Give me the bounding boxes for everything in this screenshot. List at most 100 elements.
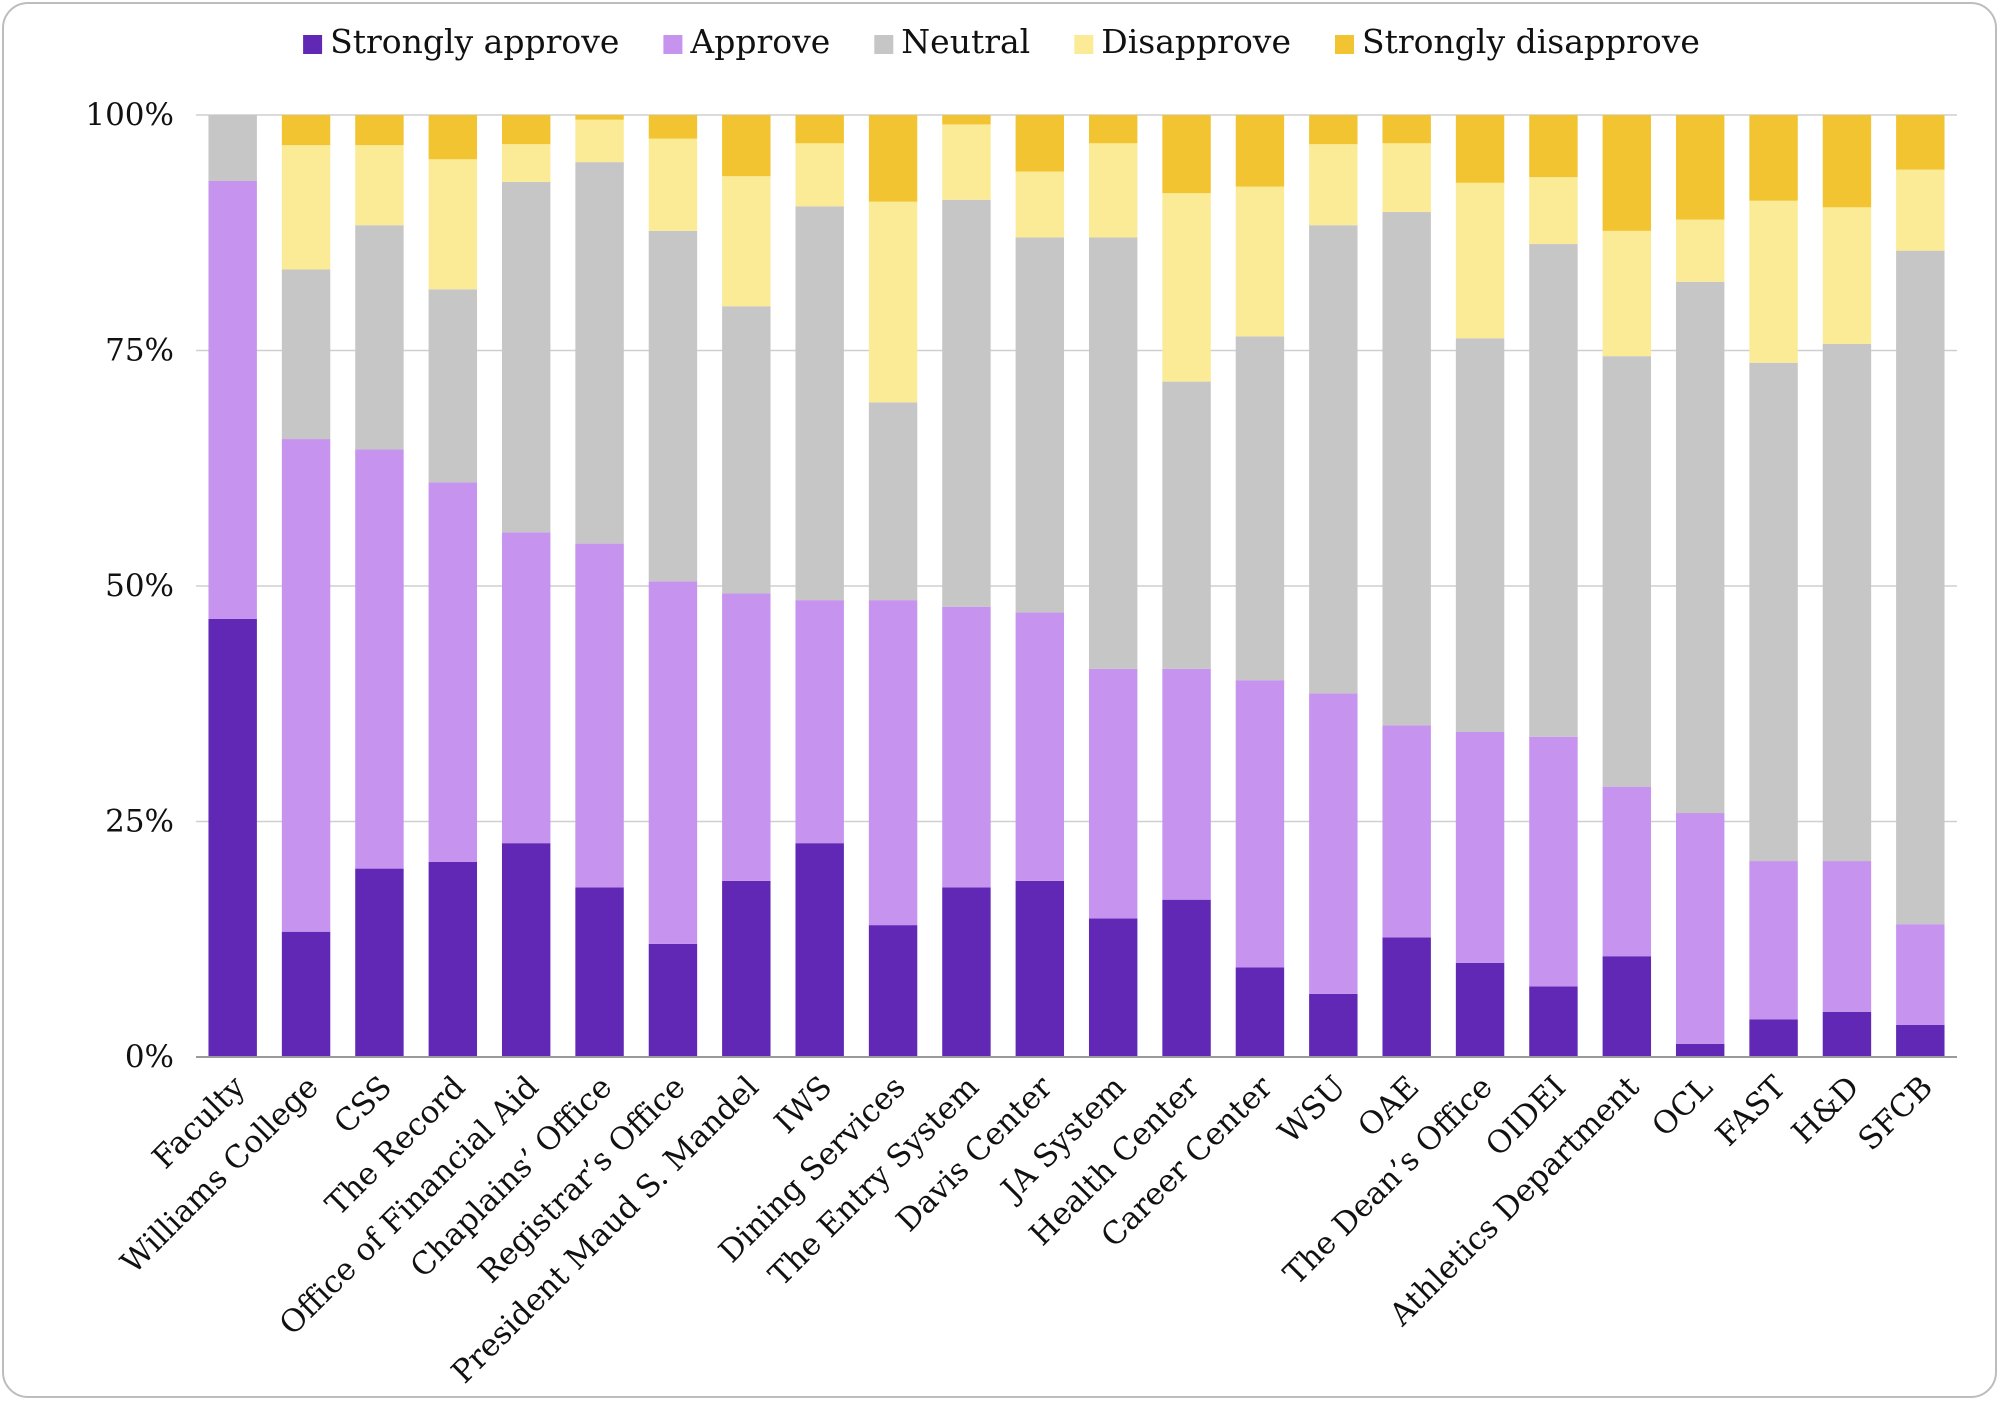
bar-segment [1235,967,1285,1057]
bar-segment [648,230,698,582]
bar-segment [1455,182,1505,339]
x-tick-label: FAST [1709,1069,1793,1153]
bar-segment [1602,115,1652,231]
bar-segment [1162,193,1211,382]
bar-segment [868,402,918,601]
legend-label: Strongly approve [330,22,619,61]
bar-segment [1602,230,1652,357]
bar-segment [1309,225,1358,694]
bar-segment [795,600,844,844]
bar-segment [1088,237,1138,669]
bar-segment [208,618,257,1057]
bar-segment [795,843,844,1057]
bar-segment [428,482,478,863]
bar-segment [1896,924,1945,1025]
bar-segment [1382,937,1431,1057]
bar-segment [722,115,771,177]
bar-segment [1455,338,1505,733]
bar-segment [1529,115,1578,178]
y-tick-label: 50% [105,568,174,604]
bar-segment [1382,115,1431,144]
bar-segment [722,306,771,594]
bar-segment [1162,381,1211,669]
bar-segment [501,144,551,182]
bar-segment [1088,668,1138,919]
bar-segment [1015,612,1065,881]
bar-segment [1675,219,1725,282]
legend-swatch [1074,35,1094,54]
bar-segment [1015,171,1065,238]
legend-label: Strongly disapprove [1362,22,1700,61]
bar-segment [1529,736,1578,987]
bar-segment [648,943,698,1057]
bar-segment [355,225,404,450]
y-tick-label: 100% [85,97,174,133]
bar-segment [942,887,991,1057]
bar-segment [1896,169,1945,251]
bar-segment [1309,693,1358,994]
bar-segment [942,606,991,888]
bar-segment [1675,1043,1725,1057]
bars [208,115,1945,1057]
bar-segment [428,115,478,160]
x-tick-label: SFCB [1851,1069,1940,1158]
legend-label: Neutral [901,22,1030,61]
bar-segment [942,199,991,607]
bar-segment [1675,115,1725,220]
bar-segment [868,925,918,1057]
bar-segment [1382,212,1431,726]
y-tick-label: 75% [105,333,174,369]
bar-segment [208,180,257,619]
bar-segment [1749,1019,1798,1057]
x-tick-label: WSU [1271,1069,1352,1150]
bar-segment [1382,143,1431,213]
bar-segment [722,593,771,881]
bar-segment [575,162,624,544]
bar-segment [501,181,551,533]
bar-segment [795,143,844,207]
bar-segment [648,138,698,231]
legend-swatch [663,35,683,54]
bar-segment [1896,115,1945,170]
bar-segment [1455,962,1505,1057]
legend: Strongly approve Approve Neutral Disapprove… [303,22,1700,61]
bar-segment [1235,115,1285,187]
bar-segment [1235,186,1285,337]
bar-segment [501,532,551,844]
bar-segment [1088,143,1138,238]
bar-segment [1602,956,1652,1057]
bar-segment [1602,786,1652,957]
bar-segment [1309,115,1358,145]
bar-segment [281,931,331,1057]
bar-segment [1529,177,1578,245]
bar-segment [281,439,331,932]
legend-label: Approve [689,22,830,61]
bar-segment [355,115,404,146]
bar-segment [648,115,698,139]
bar-segment [428,862,478,1057]
bar-segment [281,115,331,146]
bar-segment [575,543,624,888]
bar-segment [1602,356,1652,787]
bar-segment [1088,918,1138,1057]
bar-segment [281,145,331,270]
bar-segment [355,145,404,226]
bar-segment [648,581,698,944]
bar-segment [722,880,771,1057]
bar-segment [1455,732,1505,963]
bar-segment [1455,115,1505,183]
bar-segment [575,119,624,163]
bar-segment [1309,144,1358,226]
bar-segment [942,124,991,200]
bar-segment [1162,899,1211,1057]
bar-segment [1015,115,1065,172]
gridlines [196,114,1957,823]
bar-segment [1015,237,1065,613]
bar-segment [501,843,551,1057]
bar-segment [501,115,551,145]
bar-segment [1675,813,1725,1044]
bar-segment [1749,115,1798,201]
bar-segment [1529,986,1578,1057]
bar-segment [1749,200,1798,363]
